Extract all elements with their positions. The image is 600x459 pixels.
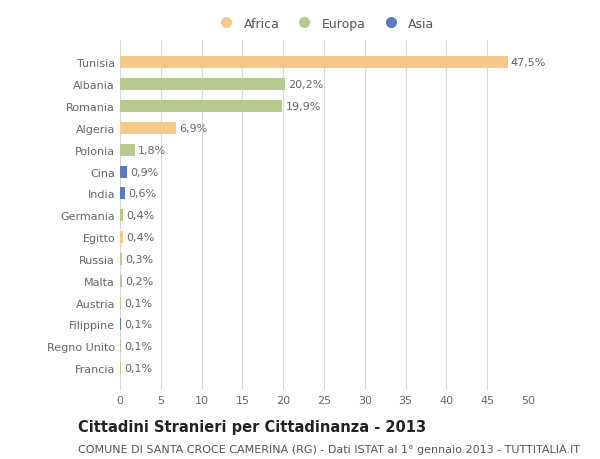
Text: 0,4%: 0,4%	[127, 211, 155, 221]
Text: 0,1%: 0,1%	[124, 320, 152, 330]
Text: Cittadini Stranieri per Cittadinanza - 2013: Cittadini Stranieri per Cittadinanza - 2…	[78, 419, 426, 434]
Text: 0,1%: 0,1%	[124, 341, 152, 352]
Bar	[120, 144, 134, 157]
Bar	[120, 188, 125, 200]
Text: 1,8%: 1,8%	[138, 146, 166, 155]
Text: 0,4%: 0,4%	[127, 233, 155, 242]
Bar	[120, 79, 285, 91]
Text: 0,2%: 0,2%	[125, 276, 153, 286]
Text: 0,9%: 0,9%	[131, 167, 159, 177]
Text: 0,1%: 0,1%	[124, 364, 152, 373]
Legend: Africa, Europa, Asia: Africa, Europa, Asia	[208, 13, 439, 36]
Text: 19,9%: 19,9%	[286, 102, 321, 112]
Bar	[120, 253, 122, 265]
Bar	[120, 231, 123, 244]
Bar	[120, 101, 283, 113]
Bar	[120, 319, 121, 330]
Bar	[120, 123, 176, 134]
Text: 0,1%: 0,1%	[124, 298, 152, 308]
Bar	[120, 362, 121, 374]
Bar	[120, 166, 127, 178]
Text: 6,9%: 6,9%	[179, 123, 208, 134]
Bar	[120, 210, 123, 222]
Bar	[120, 275, 122, 287]
Bar	[120, 297, 121, 309]
Bar	[120, 341, 121, 353]
Text: 0,3%: 0,3%	[126, 254, 154, 264]
Text: 47,5%: 47,5%	[511, 58, 546, 68]
Text: 0,6%: 0,6%	[128, 189, 156, 199]
Bar	[120, 57, 508, 69]
Text: 20,2%: 20,2%	[288, 80, 323, 90]
Text: COMUNE DI SANTA CROCE CAMERINA (RG) - Dati ISTAT al 1° gennaio 2013 - TUTTITALIA: COMUNE DI SANTA CROCE CAMERINA (RG) - Da…	[78, 444, 580, 454]
